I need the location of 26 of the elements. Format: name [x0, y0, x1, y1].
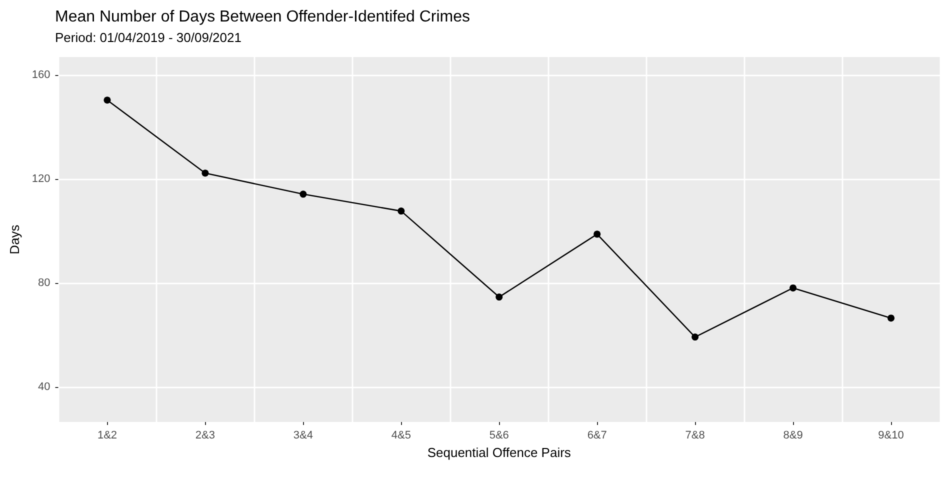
point [104, 96, 111, 104]
chart-title: Mean Number of Days Between Offender-Identifed Crimes [55, 8, 470, 26]
y-tick-label: 120 [32, 173, 50, 186]
x-tick-label: 3&4 [293, 430, 313, 442]
point [692, 334, 699, 341]
x-tick-label: 4&5 [391, 430, 411, 442]
x-axis-title: Sequential Offence Pairs [427, 444, 572, 460]
point [398, 208, 405, 215]
x-tick-label: 8&9 [783, 430, 803, 442]
point [888, 314, 895, 322]
y-tick-label: 80 [38, 277, 50, 290]
point [496, 294, 503, 301]
x-tick-label: 5&6 [489, 430, 509, 442]
point [594, 230, 601, 238]
point [202, 170, 209, 177]
point [790, 284, 797, 292]
point [300, 190, 307, 198]
x-tick-label: 1&2 [97, 430, 118, 442]
x-tick-label: 7&8 [685, 430, 705, 442]
y-tick-label: 40 [38, 380, 50, 393]
x-tick-label: 9&10 [878, 430, 904, 442]
chart-subtitle: Period: 01/04/2019 - 30/09/2021 [55, 30, 242, 45]
y-tick-label: 160 [32, 69, 50, 82]
y-axis-title: Days [7, 224, 22, 254]
x-tick-label: 2&3 [195, 430, 215, 442]
x-tick-label: 6&7 [587, 430, 607, 442]
